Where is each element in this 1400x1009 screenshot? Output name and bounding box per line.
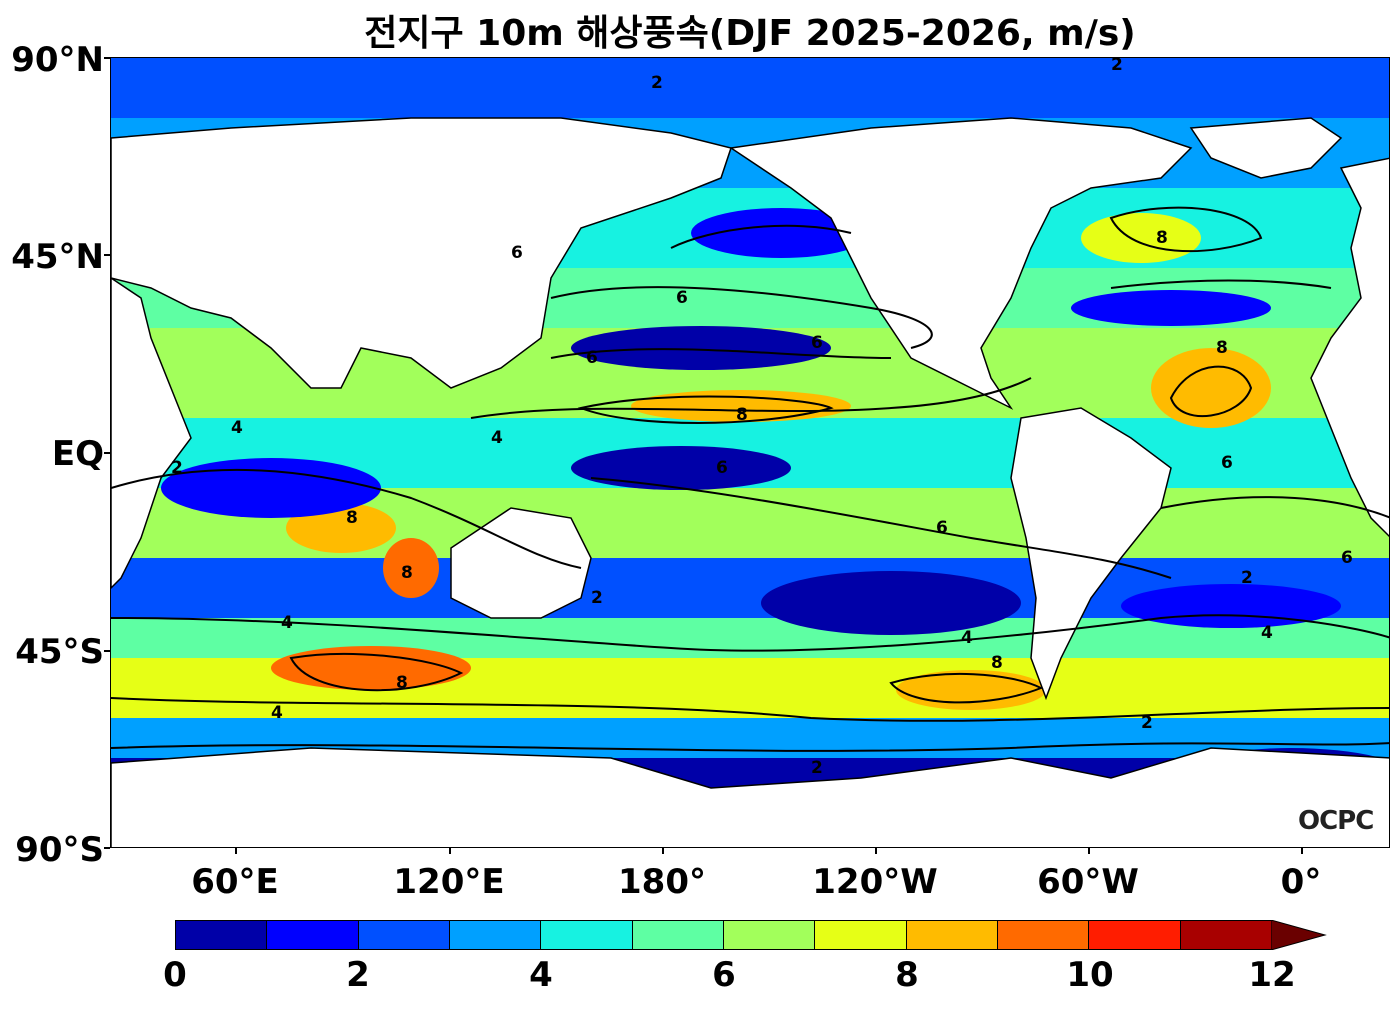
lon-label-0: 0° [1280,862,1322,902]
lon-label-120w: 120°W [812,862,938,902]
contour-label: 4 [491,428,503,448]
contour-label: 6 [716,458,728,478]
colorbar-cell [997,920,1090,950]
contour-label: 6 [511,243,523,263]
contour-label: 4 [1261,623,1273,643]
colorbar-cell [814,920,907,950]
colorbar-extend-arrow [1271,920,1327,950]
lon-tick [662,848,664,854]
contour-label: 6 [811,333,823,353]
lon-label-60w: 60°W [1037,862,1139,902]
colorbar-cell [357,920,450,950]
contour-label: 6 [1221,453,1233,473]
lat-label-45s: 45°S [15,632,104,672]
lon-tick [449,848,451,854]
colorbar-cell [905,920,998,950]
contour-label: 8 [396,673,408,693]
lon-tick [235,848,237,854]
colorbar-cell [1088,920,1181,950]
colorbar-tick-0: 0 [163,955,187,995]
colorbar-tick-4: 4 [529,955,553,995]
contour-label: 2 [171,458,183,478]
colorbar-tick-12: 12 [1248,955,1296,995]
lat-tick [104,452,110,454]
contour-label: 8 [346,508,358,528]
colorbar-cell [631,920,724,950]
lon-label-120e: 120°E [393,862,505,902]
lat-tick [104,847,110,849]
colorbar-cell [1179,920,1272,950]
wind-speed-map: 2 2 6 6 6 6 8 8 8 8 8 8 8 6 6 6 6 4 4 2 2 2 2 2 4 4 4 4 [110,57,1390,848]
lon-tick [875,848,877,854]
lat-tick [104,57,110,59]
map-title: 전지구 10m 해상풍속(DJF 2025-2026, m/s) [364,13,1136,54]
colorbar-cell [540,920,633,950]
contour-label: 4 [271,703,283,723]
lat-label-45n: 45°N [11,237,104,277]
contour-label: 8 [401,563,413,583]
lat-label-90s: 90°S [15,830,104,870]
colorbar-tick-8: 8 [895,955,919,995]
lat-label-90n: 90°N [11,40,104,80]
colorbar-cell [175,920,268,950]
colorbar-tick-10: 10 [1066,955,1114,995]
contour-label: 2 [651,73,663,93]
contour-label: 8 [991,653,1003,673]
contour-label: 8 [1216,338,1228,358]
lat-label-eq: EQ [51,434,104,474]
map-graphics: 2 2 6 6 6 6 8 8 8 8 8 8 8 6 6 6 6 4 4 2 2 2 2 2 4 4 4 4 [111,58,1389,847]
contour-label: 8 [1156,228,1168,248]
contour-label: 6 [936,518,948,538]
lat-tick [104,650,110,652]
contour-label: 6 [676,288,688,308]
colorbar-tick-6: 6 [712,955,736,995]
contour-label: 8 [736,405,748,425]
colorbar-tick-2: 2 [346,955,370,995]
lon-label-180: 180° [618,862,706,902]
contour-lines [111,206,1389,752]
contour-label: 4 [961,628,973,648]
contour-label: 2 [591,588,603,608]
lat-tick [104,254,110,256]
colorbar-cell [723,920,816,950]
colorbar-cell [449,920,542,950]
contour-label: 2 [1111,58,1123,75]
contour-label: 6 [1341,548,1353,568]
lon-tick [1088,848,1090,854]
colorbar-cell [266,920,359,950]
contour-label: 2 [1141,713,1153,733]
ocpc-logo: OCPC [1298,806,1374,836]
lon-tick [1301,848,1303,854]
contour-label: 2 [811,758,823,778]
contour-label: 4 [281,613,293,633]
land-masses [111,117,1389,847]
contour-label: 2 [1241,568,1253,588]
lon-label-60e: 60°E [191,862,279,902]
contour-label: 4 [231,418,243,438]
contour-label: 6 [586,348,598,368]
